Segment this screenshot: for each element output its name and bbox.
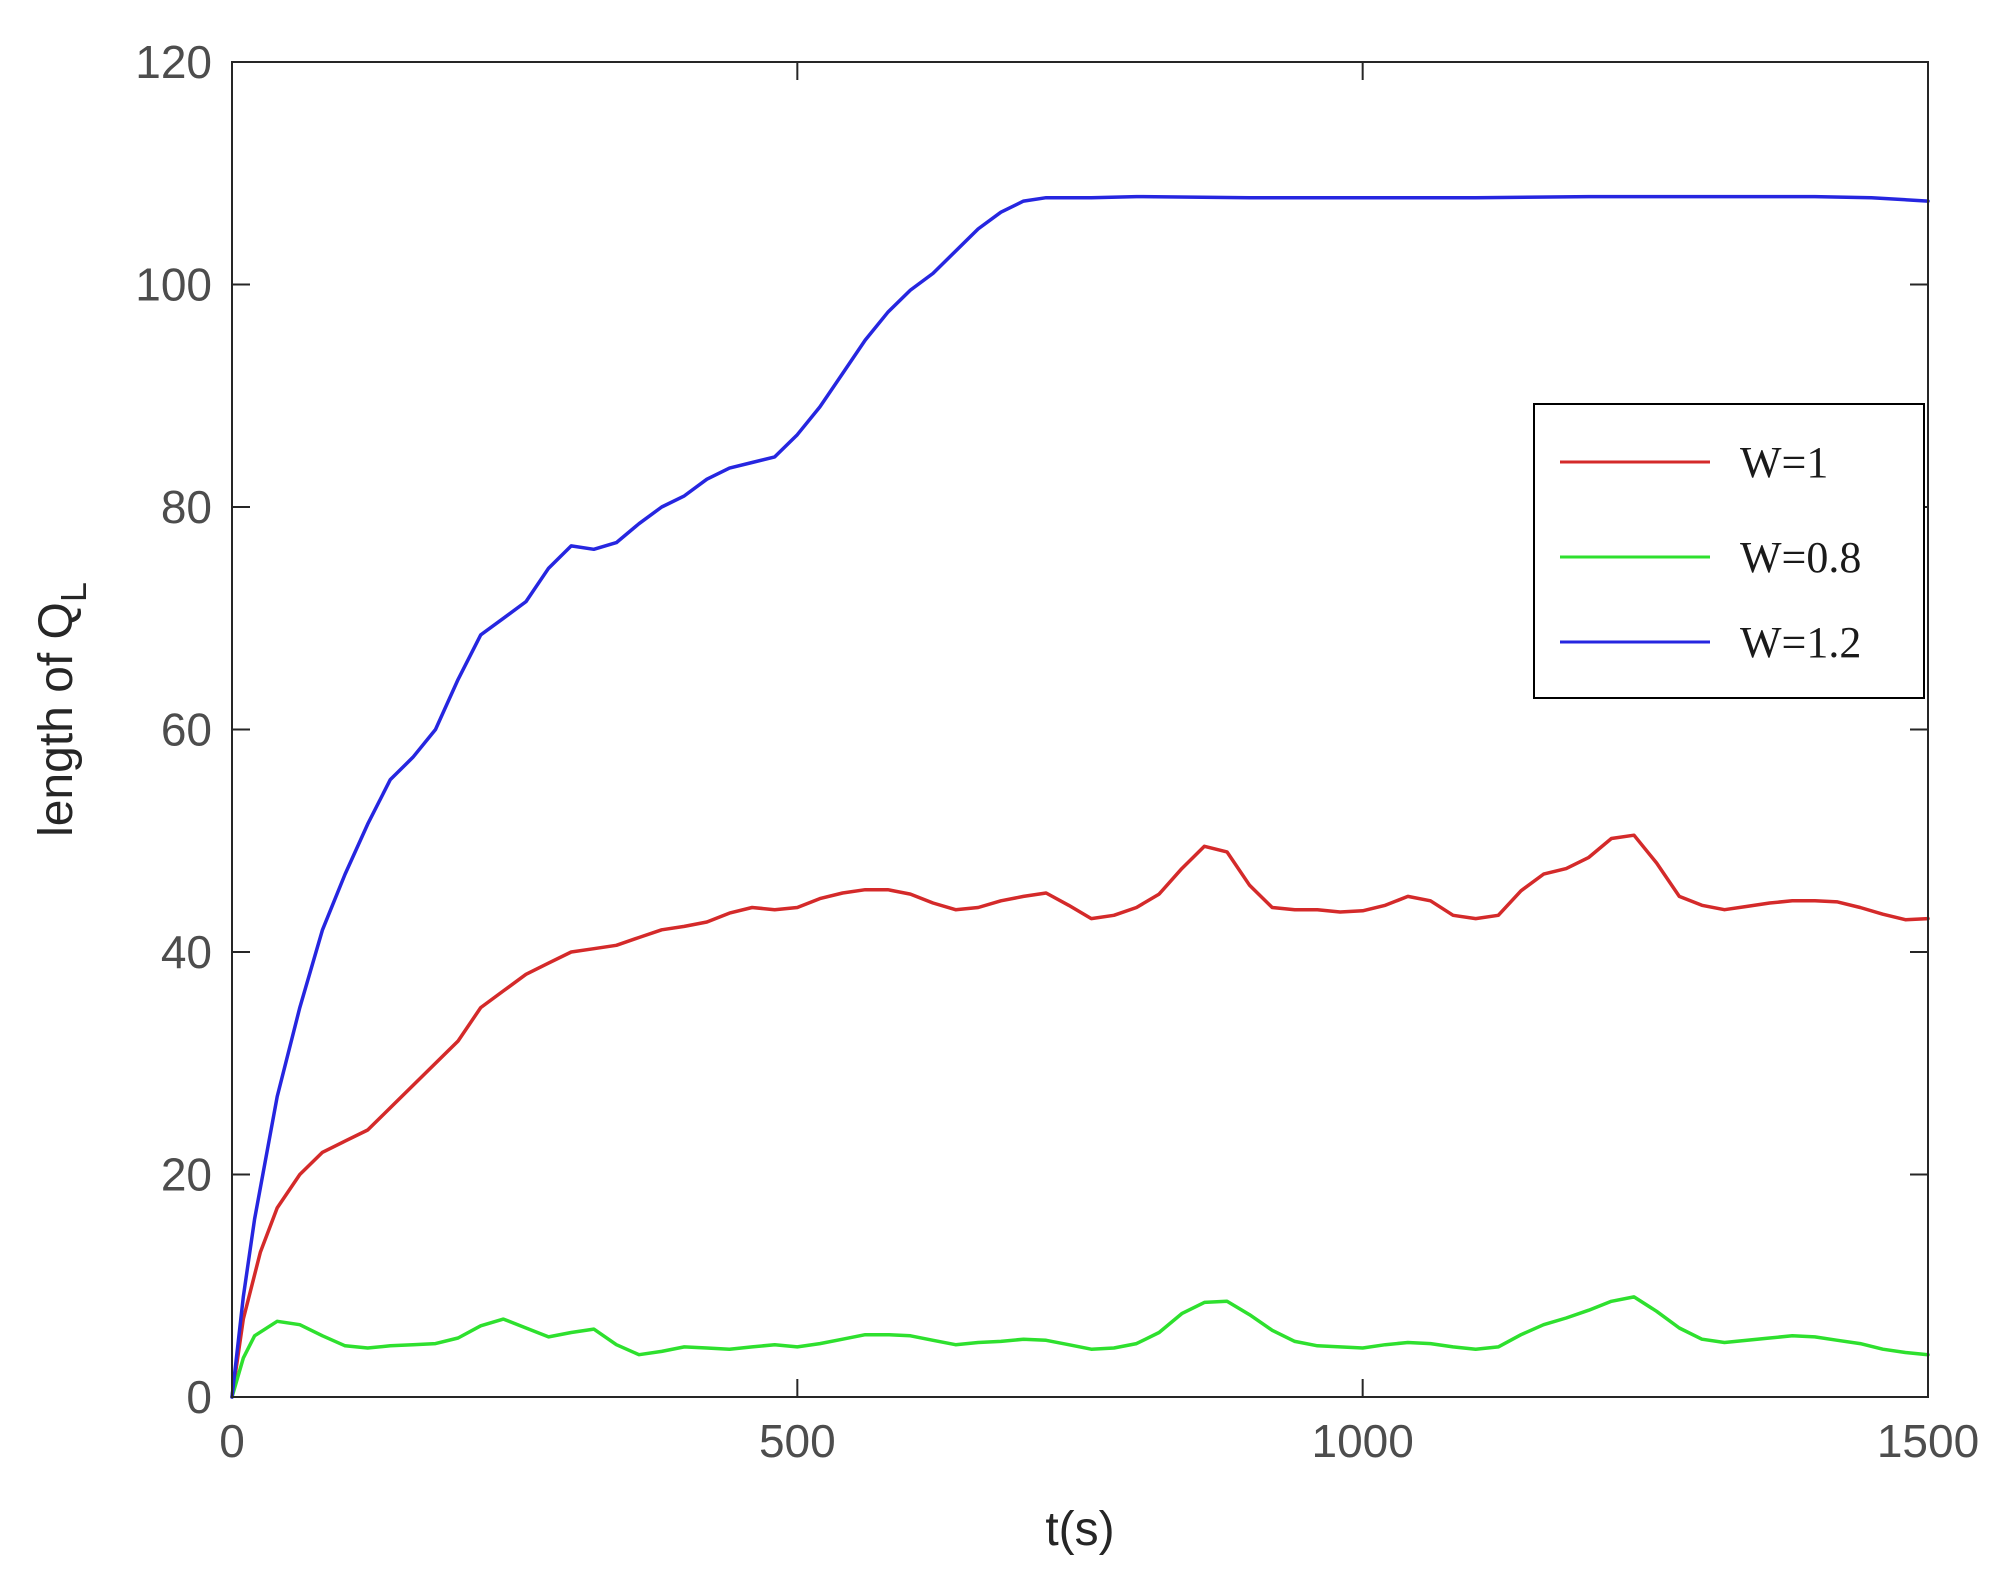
y-axis-title: length of QL bbox=[30, 582, 94, 837]
legend-label-3: W=1.2 bbox=[1740, 618, 1861, 667]
series-line-2 bbox=[230, 1295, 1930, 1399]
x-tick-label: 1000 bbox=[1311, 1415, 1413, 1467]
legend-box bbox=[1533, 403, 1925, 699]
legend-label-1: W=1 bbox=[1740, 438, 1828, 487]
x-tick-label: 500 bbox=[759, 1415, 836, 1467]
y-tick-label: 40 bbox=[161, 926, 212, 978]
x-tick-label: 0 bbox=[219, 1415, 245, 1467]
y-tick-label: 60 bbox=[161, 704, 212, 756]
plot-frame bbox=[231, 61, 1929, 1398]
legend: W=1 W=0.8 W=1.2 bbox=[1533, 403, 1925, 699]
y-tick-label: 20 bbox=[161, 1149, 212, 1201]
series-layer bbox=[230, 194, 1930, 1399]
y-tick-label: 0 bbox=[186, 1371, 212, 1423]
series-line-1 bbox=[230, 833, 1930, 1399]
y-axis-title-subscript: L bbox=[53, 582, 94, 602]
y-tick-label: 80 bbox=[161, 481, 212, 533]
x-tick-label: 1500 bbox=[1877, 1415, 1979, 1467]
y-tick-label: 120 bbox=[135, 36, 212, 88]
x-axis-title: t(s) bbox=[1045, 1503, 1114, 1556]
series-line-3 bbox=[230, 194, 1930, 1399]
tick-labels: 0 500 1000 1500 0 20 40 60 80 100 120 bbox=[135, 36, 1979, 1467]
legend-label-2: W=0.8 bbox=[1740, 533, 1861, 582]
y-tick-label: 100 bbox=[135, 259, 212, 311]
y-axis-title-main: length of Q bbox=[30, 602, 83, 837]
